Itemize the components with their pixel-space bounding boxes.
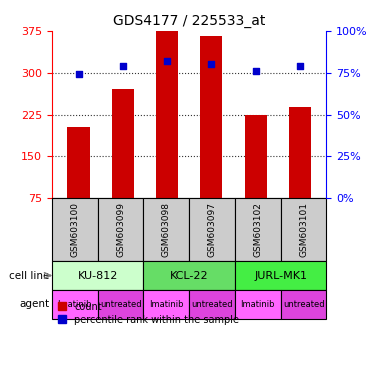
Text: JURL-MK1: JURL-MK1 [254, 270, 307, 281]
FancyBboxPatch shape [98, 290, 144, 319]
Text: Imatinib: Imatinib [241, 300, 275, 309]
Text: cell line: cell line [9, 270, 49, 281]
Text: untreated: untreated [100, 300, 141, 309]
Text: Imatinib: Imatinib [58, 300, 92, 309]
FancyBboxPatch shape [144, 290, 189, 319]
Point [209, 61, 214, 67]
FancyBboxPatch shape [189, 290, 235, 319]
Bar [156, 0, 178, 198]
Point [164, 58, 170, 64]
Point [253, 68, 259, 74]
Point [76, 71, 82, 77]
Title: GDS4177 / 225533_at: GDS4177 / 225533_at [113, 14, 265, 28]
Legend: count, percentile rank within the sample: count, percentile rank within the sample [57, 302, 239, 325]
FancyBboxPatch shape [189, 198, 235, 261]
FancyBboxPatch shape [144, 198, 189, 261]
Bar [200, 36, 223, 198]
FancyBboxPatch shape [235, 198, 281, 261]
Text: GSM603097: GSM603097 [208, 202, 217, 257]
Text: KU-812: KU-812 [78, 270, 118, 281]
Bar [68, 127, 89, 198]
Bar [112, 89, 134, 198]
Text: GSM603101: GSM603101 [299, 202, 308, 257]
Text: GSM603098: GSM603098 [162, 202, 171, 257]
Bar [244, 114, 267, 198]
FancyBboxPatch shape [281, 290, 326, 319]
FancyBboxPatch shape [52, 198, 98, 261]
Point [297, 63, 303, 69]
Text: GSM603102: GSM603102 [253, 202, 262, 257]
FancyBboxPatch shape [281, 198, 326, 261]
Text: KCL-22: KCL-22 [170, 270, 209, 281]
Text: untreated: untreated [191, 300, 233, 309]
Bar [289, 107, 311, 198]
Text: agent: agent [19, 299, 49, 310]
FancyBboxPatch shape [52, 290, 98, 319]
Text: untreated: untreated [283, 300, 324, 309]
Point [120, 63, 126, 69]
Text: GSM603100: GSM603100 [70, 202, 79, 257]
FancyBboxPatch shape [52, 261, 144, 290]
FancyBboxPatch shape [144, 261, 235, 290]
Text: Imatinib: Imatinib [149, 300, 184, 309]
FancyBboxPatch shape [235, 261, 326, 290]
FancyBboxPatch shape [235, 290, 281, 319]
Text: GSM603099: GSM603099 [116, 202, 125, 257]
FancyBboxPatch shape [98, 198, 144, 261]
